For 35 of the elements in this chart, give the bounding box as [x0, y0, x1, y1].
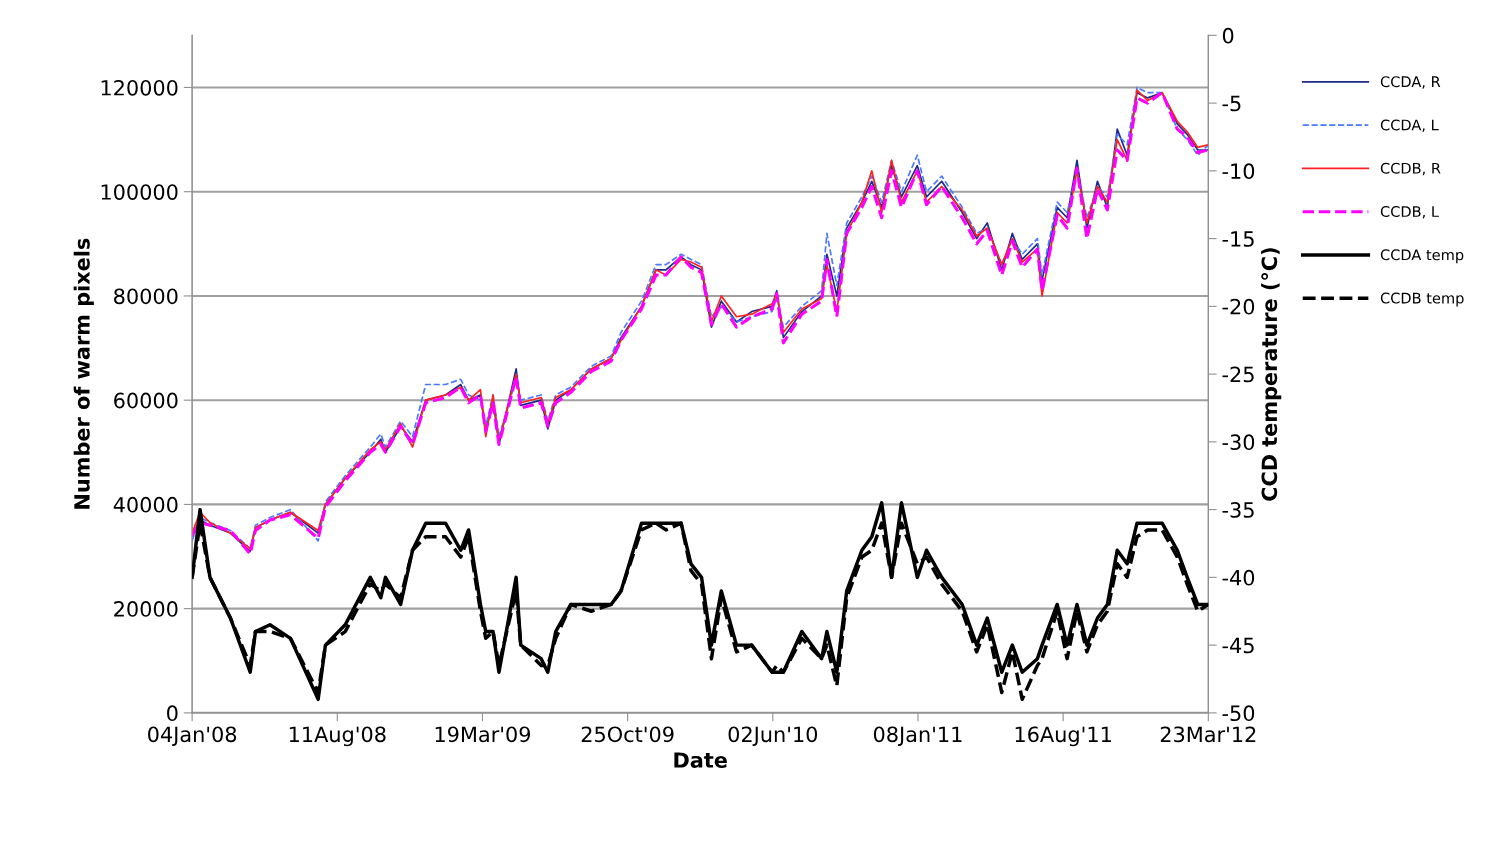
y-tick-label: 20000 — [114, 601, 178, 617]
x-tick-label: 23Mar'12 — [1160, 726, 1256, 743]
y-tick-label: 40000 — [113, 496, 178, 513]
y-tick-label: 120000 — [101, 79, 178, 96]
y2-tick-label: -40 — [1222, 569, 1255, 586]
y2-tick-label: 0 — [1222, 27, 1234, 44]
x-tick-label: 19Mar'09 — [435, 726, 531, 743]
y2-tick-label: -20 — [1222, 298, 1255, 315]
y2-tick-label: -50 — [1222, 705, 1255, 722]
legend-label: CCDB, L — [1380, 206, 1439, 219]
x-tick-label: 08Jan'11 — [873, 726, 962, 747]
y2-tick-label: -45 — [1222, 637, 1254, 654]
y-tick-label: 60000 — [114, 392, 178, 409]
x-tick-label: 04Jan'08 — [148, 726, 237, 747]
y2-tick-label: -10 — [1222, 163, 1255, 180]
y-tick-label: 80000 — [114, 288, 178, 305]
y2-axis-title: CCD temperature (°C) — [1261, 248, 1282, 501]
legend-label: CCDA temp — [1380, 249, 1464, 264]
x-axis-title: Date — [674, 752, 727, 768]
y-axis-title: Number of warm pixels — [73, 238, 94, 509]
x-tick-label: 02Jun'10 — [728, 726, 818, 747]
legend-label: CCDA, R — [1380, 76, 1441, 89]
y-tick-label: 100000 — [101, 184, 178, 200]
y2-tick-label: -30 — [1222, 434, 1255, 451]
x-tick-label: 16Aug'11 — [1015, 726, 1111, 747]
x-tick-label: 25Oct'09 — [581, 726, 674, 743]
x-tick-label: 11Aug'08 — [289, 726, 386, 747]
legend-label: CCDA, L — [1380, 119, 1439, 132]
y-tick-label: 0 — [167, 705, 178, 722]
y2-tick-label: -25 — [1222, 366, 1254, 383]
y2-tick-label: -5 — [1222, 95, 1241, 112]
y2-tick-label: -15 — [1222, 231, 1254, 247]
legend-label: CCDB temp — [1380, 292, 1464, 307]
y2-tick-label: -35 — [1222, 502, 1254, 518]
legend-label: CCDB, R — [1380, 162, 1441, 176]
